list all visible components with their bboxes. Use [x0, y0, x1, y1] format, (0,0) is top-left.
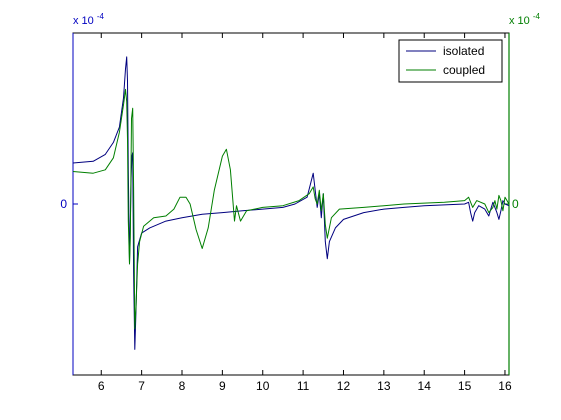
x-tick-label-6: 6 — [98, 379, 105, 393]
left-y-scale-base: x 10 — [73, 15, 94, 27]
x-tick-label-15: 15 — [458, 379, 472, 393]
left-y-tick-label-0: 0 — [60, 197, 67, 211]
legend: isolated coupled — [398, 39, 503, 83]
series-line-coupled — [72, 88, 510, 330]
left-y-scale-factor: x 10 -4 — [73, 12, 105, 27]
x-tick-label-12: 12 — [337, 379, 351, 393]
right-y-scale-base: x 10 — [509, 15, 530, 27]
series-lines — [72, 56, 510, 350]
axes: 6 7 8 9 10 11 12 13 14 15 16 0 0 x 10 -4 x 10 -4 — [60, 12, 540, 393]
x-tick-label-13: 13 — [377, 379, 391, 393]
x-axis-ticks — [100, 33, 506, 375]
x-tick-label-7: 7 — [138, 379, 145, 393]
right-y-scale-factor: x 10 -4 — [509, 12, 541, 27]
right-y-tick-label-0: 0 — [512, 197, 519, 211]
legend-items: isolated coupled — [406, 44, 485, 77]
right-y-scale-exponent: -4 — [533, 12, 541, 21]
legend-label-coupled: coupled — [443, 63, 485, 77]
x-tick-label-8: 8 — [179, 379, 186, 393]
x-tick-label-16: 16 — [498, 379, 512, 393]
left-y-scale-exponent: -4 — [97, 12, 105, 21]
x-tick-label-11: 11 — [297, 379, 310, 393]
x-tick-label-9: 9 — [219, 379, 226, 393]
x-tick-label-10: 10 — [256, 379, 270, 393]
legend-box — [398, 39, 503, 83]
plot-frame — [72, 32, 510, 376]
legend-label-isolated: isolated — [443, 44, 484, 58]
x-axis-tick-labels: 6 7 8 9 10 11 12 13 14 15 16 — [98, 379, 512, 393]
x-tick-label-14: 14 — [418, 379, 432, 393]
